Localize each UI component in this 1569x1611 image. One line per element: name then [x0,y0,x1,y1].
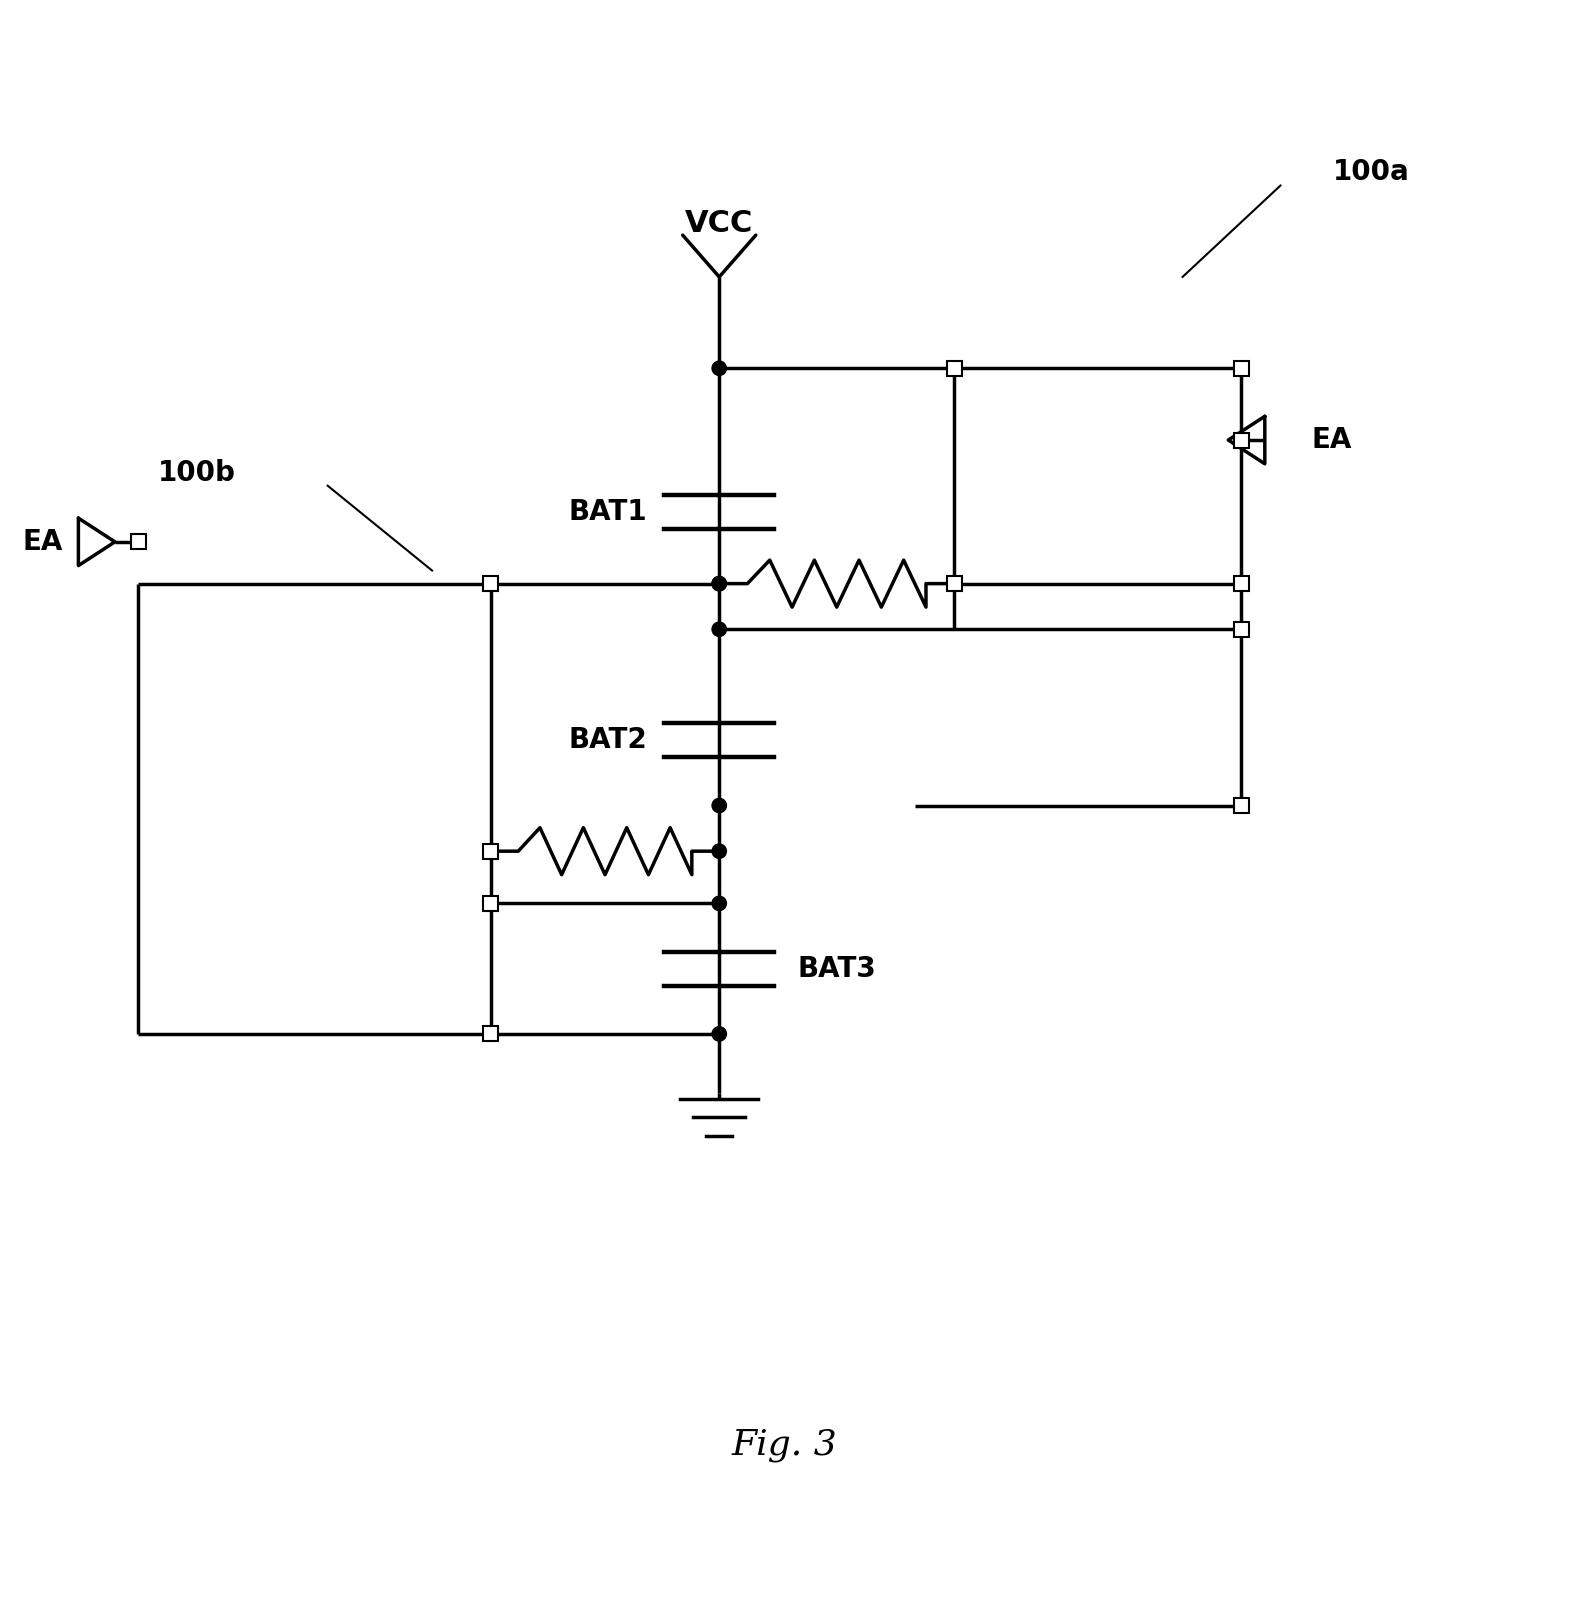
Text: 100b: 100b [158,459,235,487]
Circle shape [712,896,726,910]
Text: 100a: 100a [1332,158,1409,187]
Text: BAT3: BAT3 [797,955,877,983]
Bar [1233,577,1249,591]
Circle shape [712,577,726,591]
Circle shape [712,799,726,812]
Bar [483,844,499,859]
Bar [1233,622,1249,636]
Bar [483,1026,499,1041]
Bar [483,577,499,591]
Text: Fig. 3: Fig. 3 [731,1427,838,1463]
Bar [946,577,962,591]
Text: EA: EA [1312,425,1352,454]
Circle shape [712,361,726,375]
Bar [1233,361,1249,375]
Text: BAT1: BAT1 [570,498,648,525]
Bar [483,896,499,910]
Bar [130,535,146,549]
Text: VCC: VCC [686,209,753,238]
Circle shape [712,844,726,859]
Bar [946,361,962,375]
Circle shape [712,1026,726,1041]
Bar [1233,797,1249,814]
Text: EA: EA [22,528,63,556]
Text: BAT2: BAT2 [568,727,648,754]
Circle shape [712,577,726,591]
Bar [1233,432,1249,448]
Circle shape [712,622,726,636]
